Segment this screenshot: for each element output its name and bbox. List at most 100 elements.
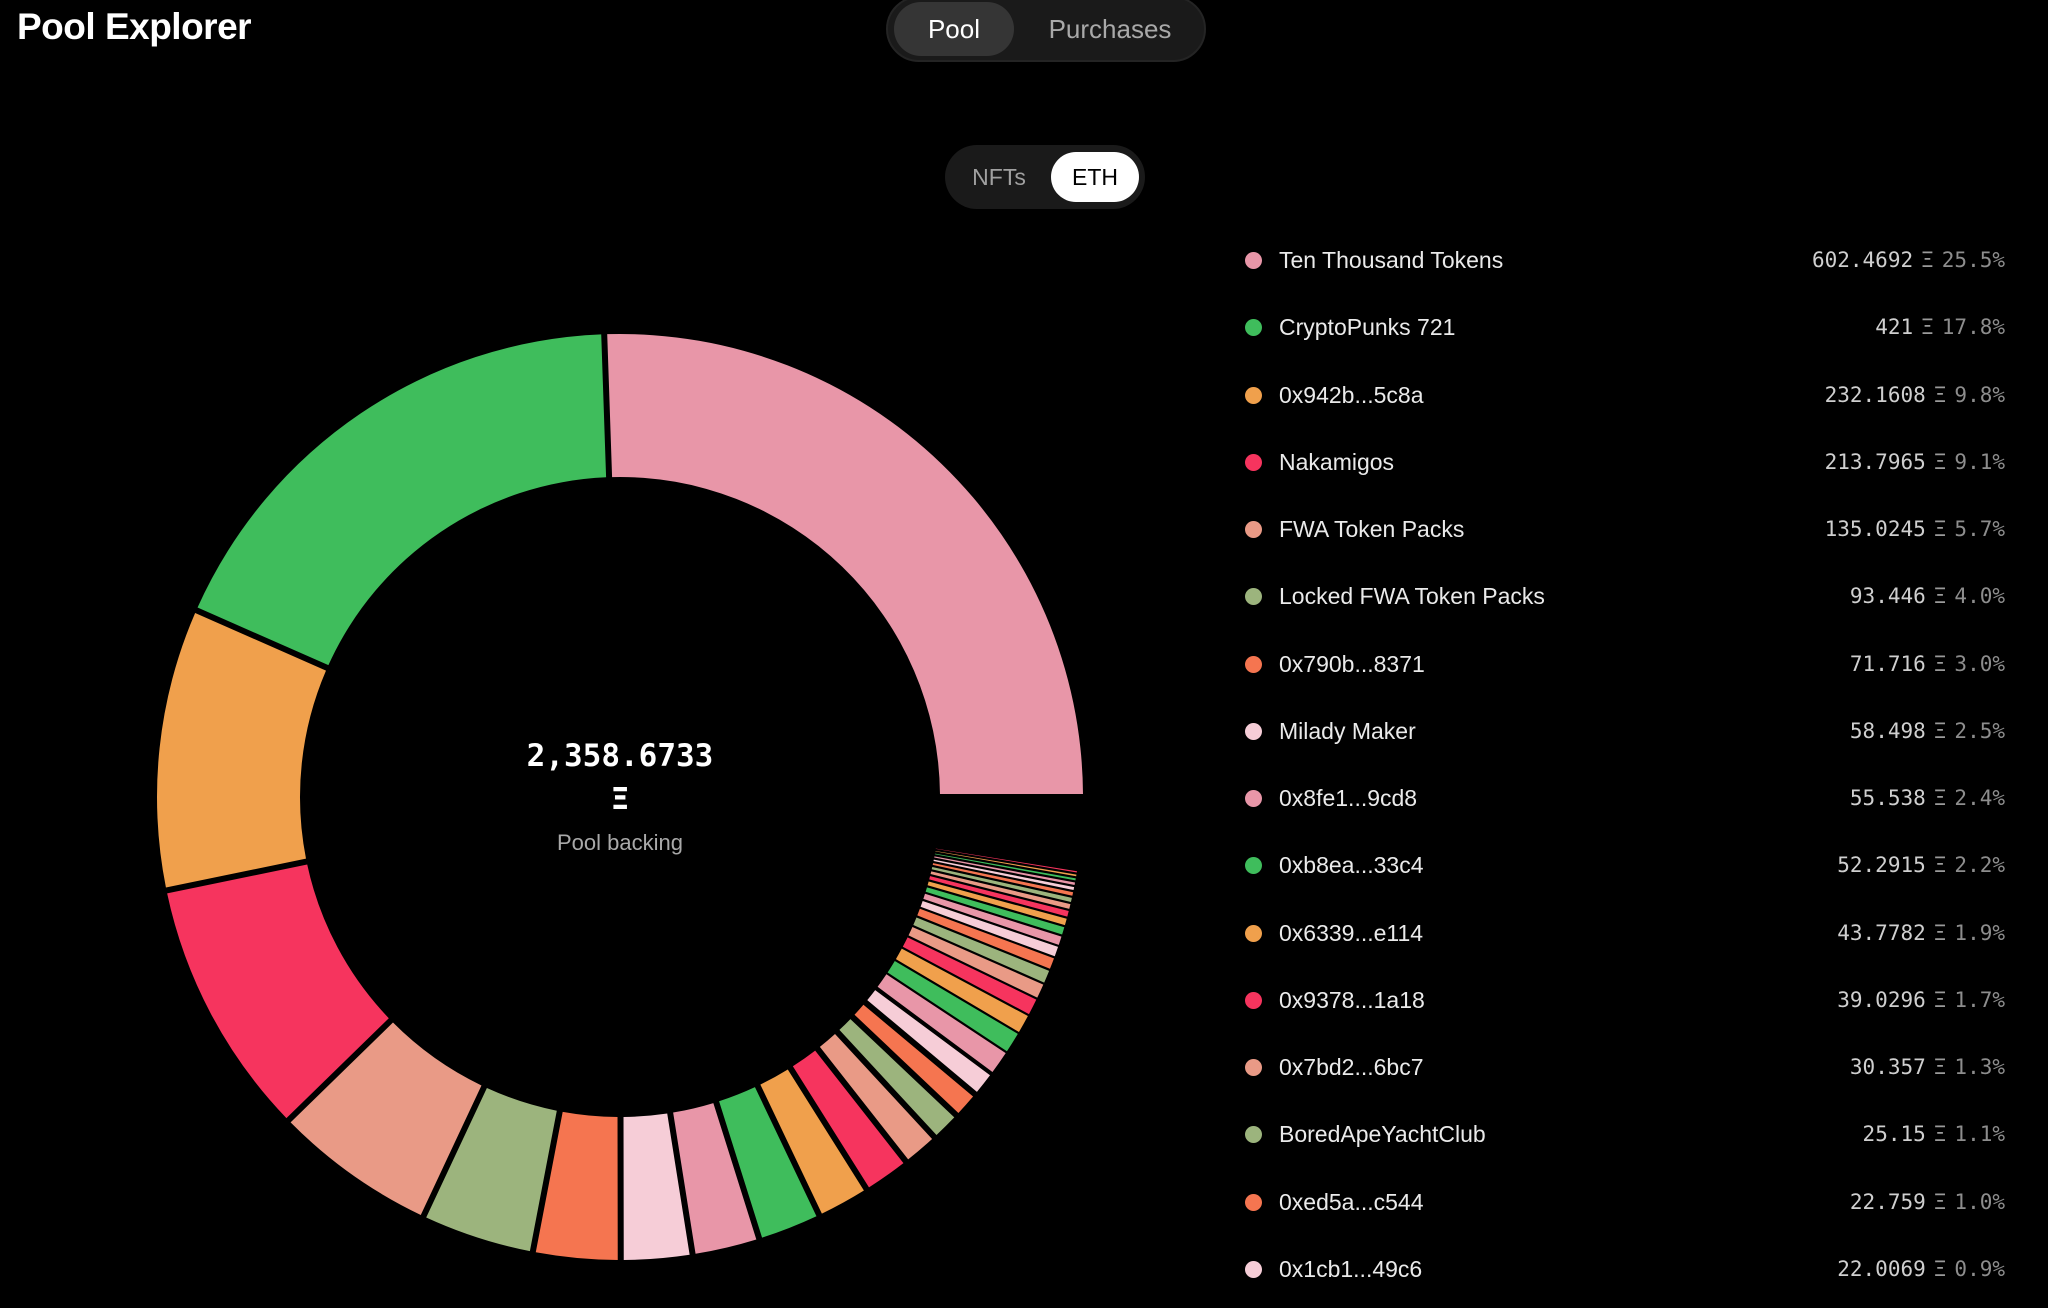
legend-row[interactable]: 0x6339...e114 43.7782 Ξ 1.9% [1245,900,2005,967]
legend-row[interactable]: Locked FWA Token Packs 93.446 Ξ 4.0% [1245,563,2005,630]
legend-figures: 58.498 Ξ 2.5% [1850,719,2005,743]
legend-value: 39.0296 [1837,987,1926,1012]
donut-slice[interactable] [719,1087,817,1238]
donut-slice[interactable] [927,881,1067,926]
legend-percent: 2.4% [1954,786,2005,810]
legend-figures: 25.15 Ξ 1.1% [1863,1122,2005,1146]
donut-slice[interactable] [920,900,1059,957]
donut-slice[interactable] [933,859,1075,891]
donut-slice[interactable] [925,887,1065,935]
eth-symbol: Ξ [1933,584,1947,609]
legend-row[interactable]: BoredApeYachtClub 25.15 Ξ 1.1% [1245,1101,2005,1168]
donut-slice[interactable] [673,1103,757,1254]
eth-symbol: Ξ [1933,1122,1947,1147]
legend-value: 22.759 [1849,1189,1926,1214]
legend-figures: 421 Ξ 17.8% [1875,315,2005,339]
asset-toggle: NFTs ETH [945,145,1145,209]
legend-value: 213.7965 [1824,449,1926,474]
legend-percent: 3.0% [1954,651,2005,676]
legend-row[interactable]: 0x1cb1...49c6 22.0069 Ξ 0.9% [1245,1236,2005,1303]
tab-pool[interactable]: Pool [894,2,1014,56]
legend-value: 71.716 [1849,651,1926,676]
eth-symbol: Ξ [1933,718,1947,743]
legend-dot [1245,1059,1262,1076]
legend-value: 58.498 [1849,718,1926,743]
donut-slice[interactable] [930,871,1071,909]
legend-name: 0x8fe1...9cd8 [1279,785,1418,811]
legend-figures: 39.0296 Ξ 1.7% [1837,988,2005,1012]
legend-row[interactable]: 0xb8ea...33c4 52.2915 Ξ 2.2% [1245,832,2005,899]
legend-name: BoredApeYachtClub [1279,1121,1486,1148]
toggle-nfts[interactable]: NFTs [972,163,1026,190]
eth-symbol: Ξ [1933,651,1947,676]
donut-slice[interactable] [607,334,1083,795]
legend-name: 0x7bd2...6bc7 [1279,1054,1424,1080]
legend-row[interactable]: Ten Thousand Tokens 602.4692 Ξ 25.5% [1245,227,2005,294]
legend-row[interactable]: Nakamigos 213.7965 Ξ 9.1% [1245,429,2005,496]
donut-slice[interactable] [887,960,1018,1052]
donut-slice[interactable] [917,908,1054,969]
donut-slice[interactable] [908,926,1044,998]
donut-slice[interactable] [867,990,991,1092]
legend-row[interactable]: 0x790b...8371 71.716 Ξ 3.0% [1245,631,2005,698]
donut-slice[interactable] [854,1004,974,1113]
donut-slice[interactable] [931,867,1072,902]
donut-slice[interactable] [839,1019,955,1135]
legend-row[interactable]: 0xed5a...c544 22.759 Ξ 1.0% [1245,1169,2005,1236]
donut-slice[interactable] [156,612,326,888]
legend-dot [1245,991,1262,1009]
tab-purchases[interactable]: Purchases [1048,13,1172,44]
donut-slice[interactable] [935,850,1077,877]
donut-slice[interactable] [877,974,1006,1073]
donut-slice[interactable] [934,856,1076,885]
donut-slice[interactable] [290,1022,482,1215]
eth-symbol: Ξ [610,782,630,817]
legend-percent: 2.2% [1954,853,2005,878]
donut-slice[interactable] [913,917,1050,983]
legend-dot [1245,924,1262,942]
legend-row[interactable]: 0x7bd2...6bc7 30.357 Ξ 1.3% [1245,1034,2005,1101]
donut-slice[interactable] [902,937,1037,1015]
legend-value: 43.7782 [1837,920,1926,945]
legend-percent: 4.0% [1954,584,2005,609]
legend-figures: 43.7782 Ξ 1.9% [1837,921,2005,945]
legend-dot [1245,1193,1262,1211]
pool-total-value: 2,358.6733 [526,738,714,774]
legend-percent: 1.9% [1954,920,2005,945]
donut-slice[interactable] [167,864,389,1119]
legend-row[interactable]: 0x942b...5c8a 232.1608 Ξ 9.8% [1245,362,2005,429]
legend-row[interactable]: CryptoPunks 721 421 Ξ 17.8% [1245,294,2005,361]
legend-figures: 93.446 Ξ 4.0% [1850,584,2005,608]
donut-slice[interactable] [819,1034,933,1160]
legend-row[interactable]: Milady Maker 58.498 Ξ 2.5% [1245,698,2005,765]
legend-dot [1245,453,1262,471]
legend-name: 0xb8ea...33c4 [1279,852,1424,879]
donut-slice[interactable] [197,334,607,666]
legend-value: 135.0245 [1824,517,1926,541]
legend-row[interactable]: FWA Token Packs 135.0245 Ξ 5.7% [1245,496,2005,563]
donut-slice[interactable] [535,1111,618,1260]
legend-percent: 1.7% [1954,987,2005,1012]
donut-slice[interactable] [426,1088,557,1252]
toggle-eth[interactable]: ETH [1051,152,1139,202]
legend-dot [1245,655,1262,673]
donut-slice[interactable] [929,876,1069,917]
legend-value: 55.538 [1849,786,1926,810]
legend-figures: 22.0069 Ξ 0.9% [1837,1257,2005,1281]
pool-donut-chart [156,334,1083,1260]
legend-percent: 1.1% [1954,1122,2005,1147]
donut-slice[interactable] [792,1050,904,1188]
legend-row[interactable]: 0x8fe1...9cd8 55.538 Ξ 2.4% [1245,765,2005,832]
eth-symbol: Ξ [1933,1256,1947,1281]
donut-slice[interactable] [895,948,1028,1032]
donut-slice[interactable] [923,893,1062,945]
legend-dot [1245,588,1262,606]
legend-figures: 213.7965 Ξ 9.1% [1825,450,2005,474]
donut-slice[interactable] [760,1069,864,1214]
donut-slice[interactable] [934,853,1076,881]
legend-row[interactable]: 0x9378...1a18 39.0296 Ξ 1.7% [1245,967,2005,1034]
legend-figures: 232.1608 Ξ 9.8% [1825,383,2005,407]
donut-slice[interactable] [932,863,1074,896]
donut-slice[interactable] [623,1113,690,1260]
donut-slice[interactable] [935,848,1078,873]
